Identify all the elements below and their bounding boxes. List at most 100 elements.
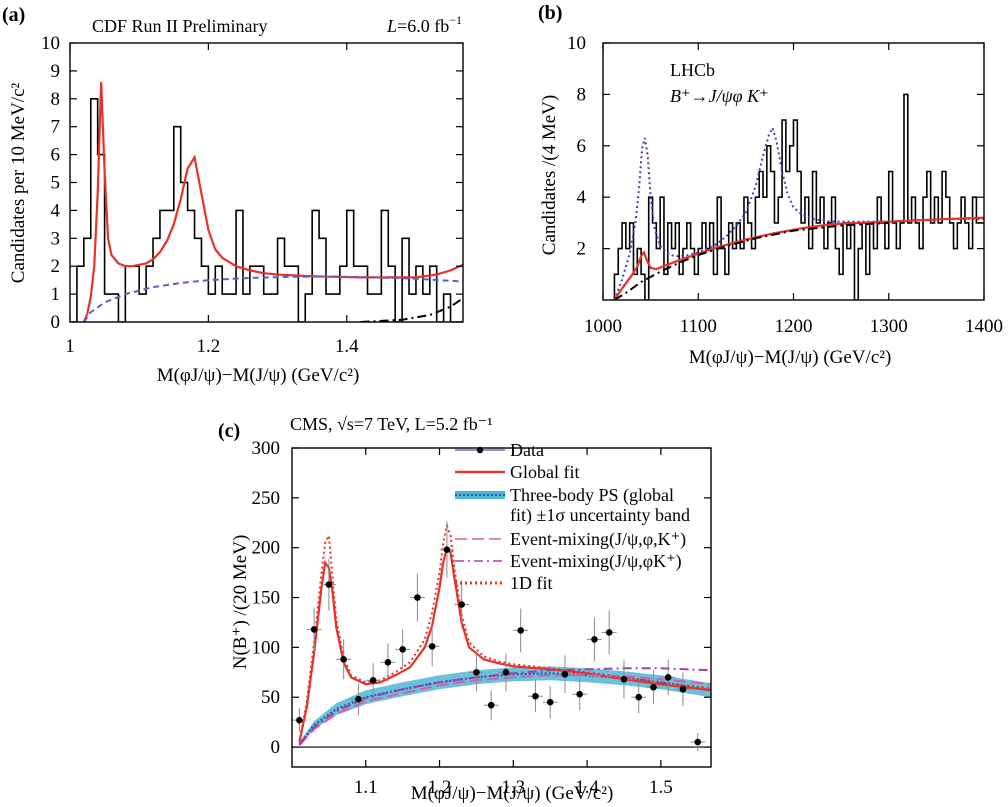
data-point [355, 695, 362, 703]
y-tick-label: 1 [51, 284, 61, 305]
y-tick-label: 250 [252, 488, 281, 509]
legend-label: Global fit [510, 462, 580, 482]
panel-b: (b) LHCb B⁺→J/ψφ K⁺ Candidates /(4 MeV) … [538, 2, 1003, 368]
y-tick-label: 10 [41, 33, 60, 54]
plot-area: 1000 1100 1200 1300 1400 2 4 6 8 10 [567, 33, 1003, 337]
data-point [443, 546, 451, 553]
panel-c: (c) CMS, √s=7 TeV, L=5.2 fb⁻¹ N(B⁺) /(20… [218, 414, 712, 804]
panel-a-label: (a) [2, 4, 25, 26]
data-point [664, 673, 672, 681]
legend-label: 1D fit [510, 573, 553, 593]
data-point [576, 690, 583, 698]
data-point [546, 698, 554, 706]
y-tick-label: 200 [252, 538, 281, 559]
series-line-1 [83, 275, 463, 322]
uncertainty-band [299, 666, 711, 747]
data-point [502, 668, 510, 676]
panel-b-label: (b) [538, 2, 562, 24]
data-point [458, 601, 465, 608]
y-tick-label: 6 [577, 136, 587, 157]
x-tick-label: 1.4 [335, 336, 359, 357]
x-tick-label: 1300 [870, 316, 908, 337]
panel-b-y-axis-title: Candidates /(4 MeV) [539, 95, 560, 255]
plot-frame [69, 42, 464, 323]
x-tick-label: 1.1 [354, 777, 378, 798]
data-point [605, 629, 613, 636]
panel-c-y-axis-title: N(B⁺) /(20 MeV) [230, 535, 251, 670]
panel-b-decay-note: B⁺→J/ψφ K⁺ [670, 86, 769, 106]
x-tick-label: 1100 [680, 316, 717, 337]
y-tick-label: 300 [252, 438, 281, 459]
data-point [694, 738, 702, 746]
histogram-data [613, 93, 984, 300]
plot-frame [291, 447, 712, 768]
data-point [428, 643, 436, 650]
y-tick-label: 4 [51, 200, 61, 221]
panel-c-x-axis-title: M(φJ/ψ)−M(J/ψ) (GeV/c²) [411, 783, 614, 804]
y-tick-label: 150 [252, 588, 281, 609]
y-tick-label: 50 [261, 687, 280, 708]
legend-label: fit) ±1σ uncertainty band [510, 505, 690, 526]
data-point [369, 676, 377, 684]
legend-label: Event-mixing(J/ψ,φK⁺) [510, 551, 682, 572]
histogram-data [70, 98, 463, 322]
panel-b-x-axis-title: M(φJ/ψ)−M(J/ψ) (GeV/c²) [689, 347, 892, 368]
panel-a-lumi-note: L=6.0 fb−1 [386, 13, 462, 36]
data-point [487, 701, 495, 709]
plot-content [70, 82, 463, 322]
data-point [532, 692, 539, 700]
y-tick-label: 8 [51, 89, 61, 110]
series-line-0 [82, 82, 463, 322]
data-point [325, 581, 333, 588]
legend-swatch-data-marker [476, 446, 484, 454]
x-tick-label: 1.5 [649, 777, 673, 798]
x-tick-label: 1.2 [197, 336, 221, 357]
plot-area: 1.1 1.2 1.3 1.4 1.5 0 50 100 150 200 250 300 DataGlo… [252, 438, 712, 798]
plot-content [292, 521, 711, 752]
data-point [310, 626, 318, 633]
panel-c-cms-note: CMS, √s=7 TeV, L=5.2 fb⁻¹ [290, 414, 493, 434]
series-line-0 [613, 125, 984, 300]
y-tick-label: 8 [577, 84, 587, 105]
data-point [384, 659, 392, 666]
y-tick-label: 0 [51, 312, 61, 333]
panel-c-label: (c) [218, 420, 240, 442]
data-point [561, 670, 569, 678]
panel-a-y-axis-title: Candidates per 10 MeV/c² [8, 83, 29, 284]
series-line-0 [298, 545, 711, 743]
y-tick-label: 4 [577, 187, 587, 208]
data-point [414, 594, 421, 601]
y-tick-label: 10 [567, 33, 586, 54]
y-tick-label: 2 [51, 256, 61, 277]
x-tick-label: 1.3 [501, 777, 525, 798]
y-tick-label: 3 [51, 228, 61, 249]
x-tick-label: 1400 [965, 316, 1003, 337]
y-tick-label: 5 [51, 173, 61, 194]
data-point [620, 675, 628, 683]
y-tick-label: 9 [51, 61, 61, 82]
panel-a-x-axis-title: M(φJ/ψ)−M(J/ψ) (GeV/c²) [157, 365, 360, 386]
data-point [635, 693, 643, 701]
x-tick-label: 1 [65, 336, 75, 357]
x-tick-label: 1200 [775, 316, 813, 337]
series-line-3 [298, 522, 711, 743]
data-point [340, 656, 347, 663]
data-point [296, 716, 303, 724]
x-tick-label: 1.4 [575, 777, 599, 798]
data-point [591, 636, 598, 643]
series-line-2 [613, 221, 889, 300]
x-tick-label: 1000 [584, 316, 622, 337]
x-tick-label: 1.2 [428, 777, 452, 798]
y-tick-label: 0 [271, 737, 281, 758]
data-point [399, 646, 406, 653]
plot-content [613, 93, 984, 300]
legend-label: Three-body PS (global [510, 485, 674, 506]
y-tick-label: 2 [577, 239, 587, 260]
data-point [517, 627, 524, 634]
panel-b-experiment-note: LHCb [670, 60, 715, 80]
series-line-2 [360, 297, 463, 322]
y-tick-label: 7 [51, 117, 61, 138]
